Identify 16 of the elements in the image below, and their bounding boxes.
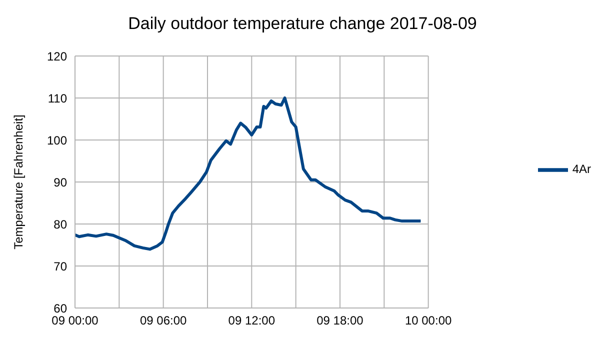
legend-label: 4Ar bbox=[572, 162, 591, 176]
x-tick-label: 09 12:00 bbox=[228, 314, 276, 328]
x-tick-label: 09 06:00 bbox=[140, 314, 188, 328]
y-axis-title: Temperature [Fahrenheit] bbox=[11, 114, 26, 250]
line-series bbox=[75, 96, 422, 251]
y-tick-label: 80 bbox=[54, 217, 68, 232]
y-tick-label: 120 bbox=[46, 49, 68, 64]
y-tick-label: 90 bbox=[54, 175, 68, 190]
y-tick-label: 100 bbox=[46, 133, 68, 148]
x-tick-label: 09 18:00 bbox=[316, 314, 364, 328]
y-tick-label: 60 bbox=[54, 301, 68, 316]
chart-title: Daily outdoor temperature change 2017-08-09 bbox=[127, 14, 478, 34]
y-tick-label: 70 bbox=[54, 259, 68, 274]
x-tick-label: 09 00:00 bbox=[52, 314, 99, 328]
x-tick-label: 10 00:00 bbox=[404, 314, 452, 328]
y-tick-label: 110 bbox=[48, 91, 68, 106]
